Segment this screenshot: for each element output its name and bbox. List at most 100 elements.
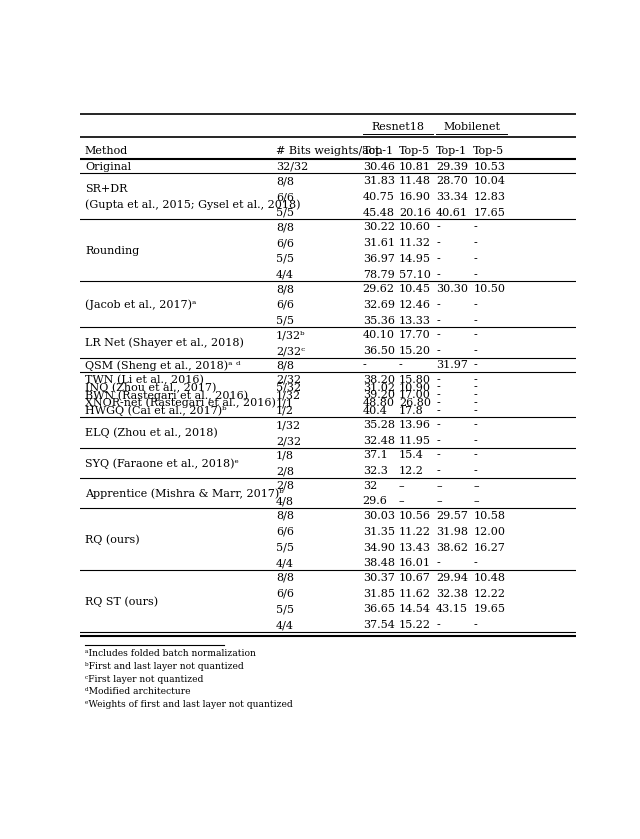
Text: 30.03: 30.03 — [363, 511, 395, 521]
Text: 1/32ᵇ: 1/32ᵇ — [276, 331, 305, 340]
Text: -: - — [436, 406, 440, 416]
Text: -: - — [474, 375, 477, 385]
Text: 32.38: 32.38 — [436, 589, 468, 598]
Text: 29.94: 29.94 — [436, 573, 468, 583]
Text: 48.80: 48.80 — [363, 398, 395, 408]
Text: 5/5: 5/5 — [276, 543, 294, 553]
Text: INQ (Zhou et al., 2017): INQ (Zhou et al., 2017) — [85, 383, 216, 393]
Text: # Bits weights/act.: # Bits weights/act. — [276, 146, 383, 156]
Text: -: - — [436, 390, 440, 400]
Text: 57.10: 57.10 — [399, 269, 431, 279]
Text: 15.4: 15.4 — [399, 451, 424, 461]
Text: 11.32: 11.32 — [399, 238, 431, 248]
Text: 8/8: 8/8 — [276, 222, 294, 232]
Text: 12.2: 12.2 — [399, 466, 424, 477]
Text: -: - — [436, 398, 440, 408]
Text: Top-5: Top-5 — [399, 146, 430, 156]
Text: -: - — [399, 361, 403, 370]
Text: 43.15: 43.15 — [436, 604, 468, 614]
Text: -: - — [474, 222, 477, 232]
Text: -: - — [474, 398, 477, 408]
Text: 15.22: 15.22 — [399, 620, 431, 630]
Text: -: - — [436, 346, 440, 356]
Text: 13.96: 13.96 — [399, 420, 431, 430]
Text: 4/4: 4/4 — [276, 559, 294, 568]
Text: 5/5: 5/5 — [276, 604, 294, 614]
Text: 10.45: 10.45 — [399, 284, 431, 294]
Text: –: – — [399, 481, 404, 491]
Text: -: - — [436, 436, 440, 446]
Text: 32.69: 32.69 — [363, 300, 395, 310]
Text: 1/8: 1/8 — [276, 451, 294, 461]
Text: 10.48: 10.48 — [474, 573, 506, 583]
Text: Top-5: Top-5 — [474, 146, 504, 156]
Text: 10.81: 10.81 — [399, 162, 431, 172]
Text: 30.30: 30.30 — [436, 284, 468, 294]
Text: 45.48: 45.48 — [363, 208, 395, 218]
Text: -: - — [436, 269, 440, 279]
Text: 6/6: 6/6 — [276, 527, 294, 537]
Text: -: - — [436, 315, 440, 326]
Text: 10.58: 10.58 — [474, 511, 506, 521]
Text: 36.97: 36.97 — [363, 254, 395, 264]
Text: -: - — [474, 346, 477, 356]
Text: 40.10: 40.10 — [363, 331, 395, 340]
Text: -: - — [474, 620, 477, 630]
Text: -: - — [474, 383, 477, 393]
Text: -: - — [474, 238, 477, 248]
Text: ᵉWeights of first and last layer not quantized: ᵉWeights of first and last layer not qua… — [85, 700, 292, 709]
Text: 38.62: 38.62 — [436, 543, 468, 553]
Text: LR Net (Shayer et al., 2018): LR Net (Shayer et al., 2018) — [85, 338, 244, 348]
Text: -: - — [474, 559, 477, 568]
Text: 38.20: 38.20 — [363, 375, 395, 385]
Text: 19.65: 19.65 — [474, 604, 506, 614]
Text: 28.70: 28.70 — [436, 176, 468, 186]
Text: 31.35: 31.35 — [363, 527, 395, 537]
Text: 31.83: 31.83 — [363, 176, 395, 186]
Text: HWGQ (Cai et al., 2017)ᵇ: HWGQ (Cai et al., 2017)ᵇ — [85, 405, 227, 416]
Text: 33.34: 33.34 — [436, 192, 468, 202]
Text: 10.50: 10.50 — [474, 284, 506, 294]
Text: 31.98: 31.98 — [436, 527, 468, 537]
Text: 4/4: 4/4 — [276, 269, 294, 279]
Text: ᶜFirst layer not quantized: ᶜFirst layer not quantized — [85, 675, 204, 684]
Text: 1/32: 1/32 — [276, 390, 301, 400]
Text: Apprentice (Mishra & Marr, 2017)ᵇ: Apprentice (Mishra & Marr, 2017)ᵇ — [85, 488, 284, 499]
Text: -: - — [436, 383, 440, 393]
Text: BWN (Rastegari et al., 2016): BWN (Rastegari et al., 2016) — [85, 390, 248, 400]
Text: 8/8: 8/8 — [276, 511, 294, 521]
Text: 1/2: 1/2 — [276, 406, 294, 416]
Text: (Jacob et al., 2017)ᵃ: (Jacob et al., 2017)ᵃ — [85, 300, 196, 310]
Text: 35.36: 35.36 — [363, 315, 395, 326]
Text: 12.83: 12.83 — [474, 192, 506, 202]
Text: 16.01: 16.01 — [399, 559, 431, 568]
Text: -: - — [436, 254, 440, 264]
Text: –: – — [436, 497, 442, 507]
Text: 5/5: 5/5 — [276, 315, 294, 326]
Text: ELQ (Zhou et al., 2018): ELQ (Zhou et al., 2018) — [85, 428, 218, 439]
Text: 16.90: 16.90 — [399, 192, 431, 202]
Text: 30.37: 30.37 — [363, 573, 395, 583]
Text: 32: 32 — [363, 481, 377, 491]
Text: -: - — [436, 375, 440, 385]
Text: 39.20: 39.20 — [363, 390, 395, 400]
Text: 32.3: 32.3 — [363, 466, 388, 477]
Text: 11.22: 11.22 — [399, 527, 431, 537]
Text: 36.65: 36.65 — [363, 604, 395, 614]
Text: –: – — [399, 497, 404, 507]
Text: -: - — [436, 238, 440, 248]
Text: 2/32ᶜ: 2/32ᶜ — [276, 346, 305, 356]
Text: SR+DR: SR+DR — [85, 184, 127, 194]
Text: -: - — [436, 466, 440, 477]
Text: -: - — [474, 420, 477, 430]
Text: 2/32: 2/32 — [276, 436, 301, 446]
Text: Top-1: Top-1 — [436, 146, 467, 156]
Text: –: – — [474, 481, 479, 491]
Text: 10.04: 10.04 — [474, 176, 506, 186]
Text: 37.54: 37.54 — [363, 620, 395, 630]
Text: 6/6: 6/6 — [276, 238, 294, 248]
Text: 29.57: 29.57 — [436, 511, 468, 521]
Text: -: - — [474, 466, 477, 477]
Text: 14.54: 14.54 — [399, 604, 431, 614]
Text: 17.65: 17.65 — [474, 208, 505, 218]
